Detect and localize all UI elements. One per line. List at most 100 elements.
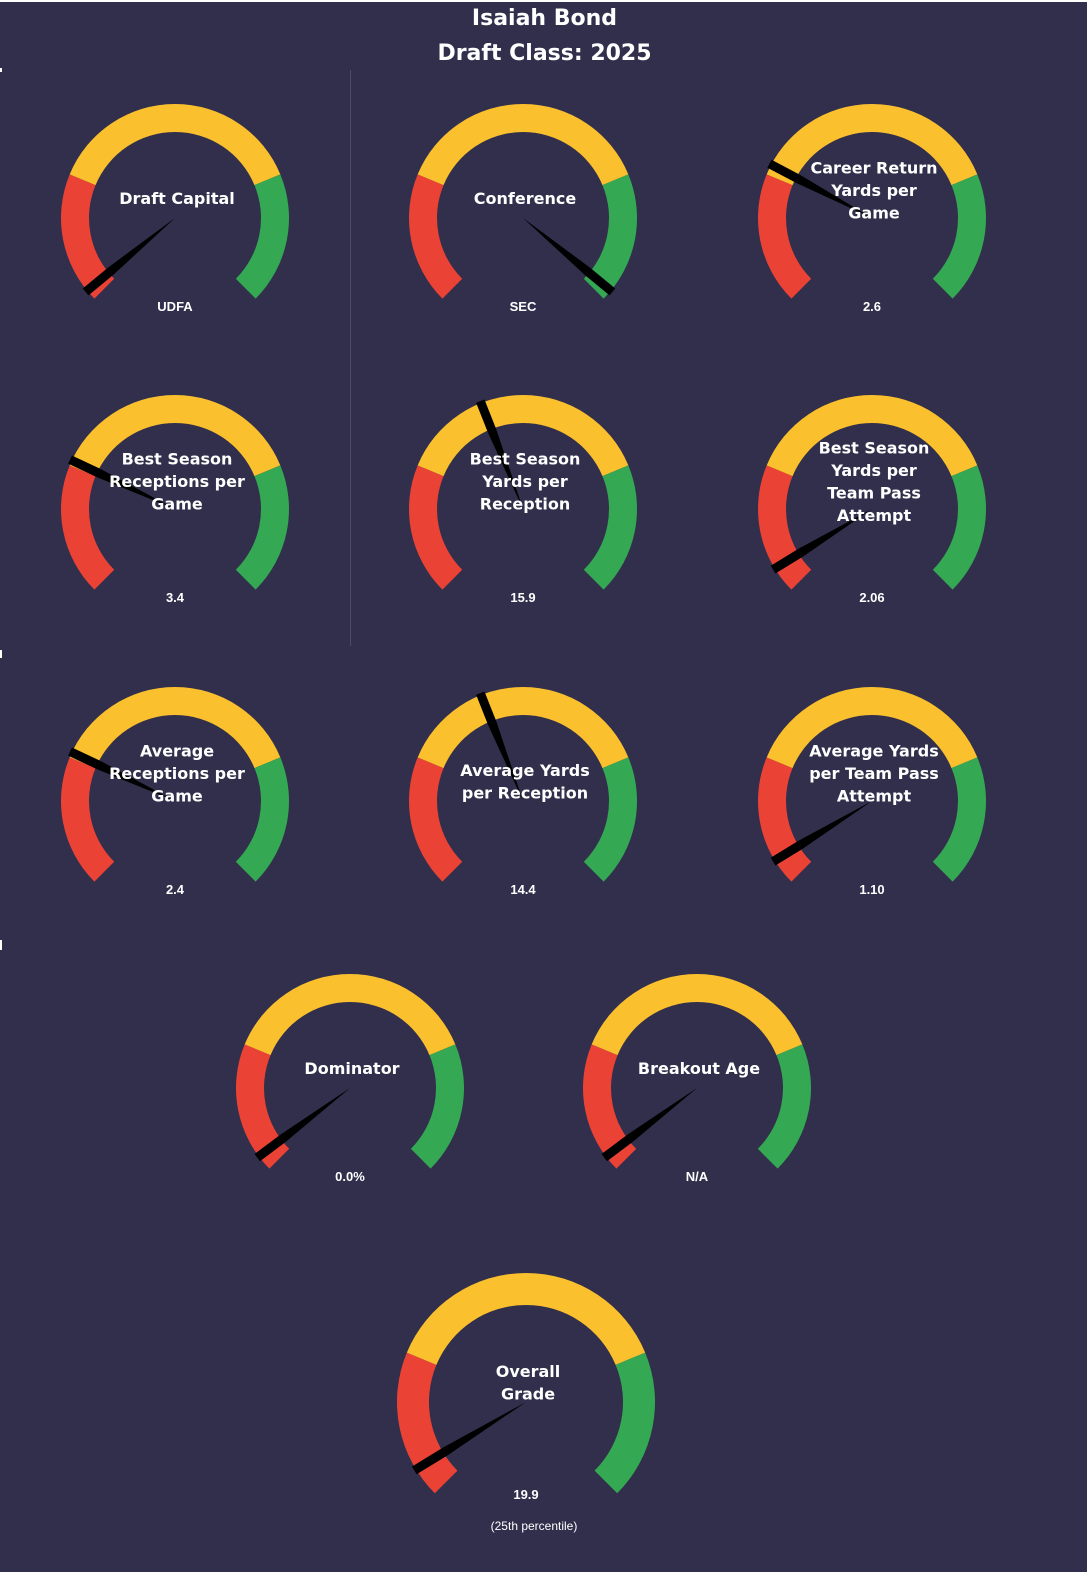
gauge-value: 2.6 [863,299,881,314]
gauge-label-line: Yards per [830,461,917,480]
gauge-band-mid [766,687,978,769]
gauge-band-low [583,1044,637,1169]
gauge-value: SEC [510,299,537,314]
gauge-label-line: Dominator [304,1059,399,1078]
gauge-label-line: Game [848,204,900,223]
gauge-value: N/A [686,1169,709,1184]
gauge-band-mid [69,104,281,186]
gauge-band-low [60,174,115,299]
gauge-note: (25th percentile) [491,1519,578,1533]
gauge-needle-band [584,268,616,296]
gauge-band-high [235,465,289,590]
gauge-band-low [236,1044,290,1169]
gauge-band-high [235,757,289,882]
gauge-needle [97,469,175,509]
gauge-average-ypr: Average Yards per Reception 14.4 [409,687,638,897]
gauge-needle [627,1088,697,1143]
gauge-needle [798,801,872,849]
player-name: Isaiah Bond [471,6,618,31]
gauge-needle-band [82,268,114,296]
frame-left-gap-3 [0,940,2,950]
gauge-needle [442,1402,526,1456]
gauge-label-line: Team Pass [827,483,921,502]
gauge-dominator: Dominator 0.0% [236,974,464,1184]
gauge-value: 15.9 [510,590,535,605]
gauge-needle-band [767,159,800,183]
gauge-band-high [932,757,987,882]
gauge-average-receptions: Average Receptions per Game 2.4 [60,687,289,897]
gauge-label-line: Yards per [481,472,568,491]
gauge-label-line: Career Return [810,159,937,178]
frame-right-edge [1087,0,1089,1574]
gauge-value: 19.9 [513,1487,538,1502]
gauge-best-season-receptions: Best Season Receptions per Game 3.4 [60,394,289,605]
gauge-needle [97,761,175,801]
frame-top-edge [0,0,1089,2]
gauge-needle-band [601,1134,633,1162]
gauge-band-mid [766,103,978,186]
gauge-label-line: Best Season [122,450,233,469]
gauge-band-mid [406,1272,646,1365]
gauge-band-low [758,757,812,882]
gauge-label-line: Conference [474,189,577,208]
gauge-average-yptpa: Average Yards per Team Pass Attempt 1.10 [758,687,987,897]
gauge-needle-band [476,691,497,725]
gauge-overall-grade: Overall Grade 19.9 (25th percentile) [396,1272,656,1533]
gauge-needle-band [68,455,101,478]
gauge-label-line: Best Season [819,438,930,457]
gauge-best-season-yptpa: Best Season Yards per Team Pass Attempt 2.06 [758,394,987,605]
gauge-label-line: Game [151,787,203,806]
gauge-value: 0.0% [335,1169,365,1184]
frame-bottom-edge [0,1572,1089,1574]
gauge-label-line: Game [151,495,203,514]
gauge-band-mid [591,974,803,1056]
gauge-band-low [60,465,115,590]
gauge-needle-band [411,1447,448,1475]
gauge-band-high [932,465,987,590]
gauge-needle [523,218,591,276]
gauge-needle [487,429,523,509]
gauge-band-high [583,465,638,590]
gauge-draft-capital: Draft Capital UDFA [60,104,289,314]
gauge-needle-band [68,747,101,770]
gauge-band-mid [244,974,456,1056]
gauge-band-low [409,465,463,590]
gauge-career-return-yards: Career Return Yards per Game 2.6 [758,103,986,314]
frame-left-gap-2 [0,650,2,658]
gauge-needle [795,174,872,218]
gauge-band-low [409,174,463,299]
gauge-band-low [758,465,812,590]
gauge-label-line: Attempt [837,787,912,806]
gauge-band-high [594,1352,656,1494]
gauge-band-low [396,1352,458,1494]
gauge-value: 1.10 [859,882,884,897]
gauge-band-mid [417,687,629,769]
gauge-band-high [583,757,638,882]
gauge-value: 2.06 [859,590,884,605]
gauge-band-low [60,757,115,882]
gauge-label-line: Receptions per [109,472,245,491]
gauge-label-line: Yards per [830,181,917,200]
gauge-band-high [235,174,289,299]
gauge-needle-band [770,549,803,574]
gauge-band-mid [69,394,281,477]
gauge-needle-band [770,841,803,866]
gauge-label-line: Best Season [470,450,581,469]
gauge-label-line: Reception [480,495,570,514]
gauge-value: UDFA [157,299,193,314]
gauge-label-line: Draft Capital [119,189,235,208]
gauge-band-high [757,1044,811,1169]
gauge-value: 3.4 [166,590,185,605]
gauge-band-mid [69,687,281,769]
gauge-label-line: Average Yards [809,742,938,761]
gauge-best-season-ypr: Best Season Yards per Reception 15.9 [409,394,638,605]
gauge-label-line: Average [140,742,214,761]
gauge-label-line: Average Yards [460,761,589,780]
gauge-label-line: Breakout Age [638,1059,760,1078]
gauge-label-line: per Team Pass [809,764,939,783]
gauge-band-mid [417,103,629,186]
gauge-label-line: Attempt [837,506,912,525]
gauge-needle-band [254,1134,286,1162]
gauge-breakout-age: Breakout Age N/A [583,974,811,1184]
